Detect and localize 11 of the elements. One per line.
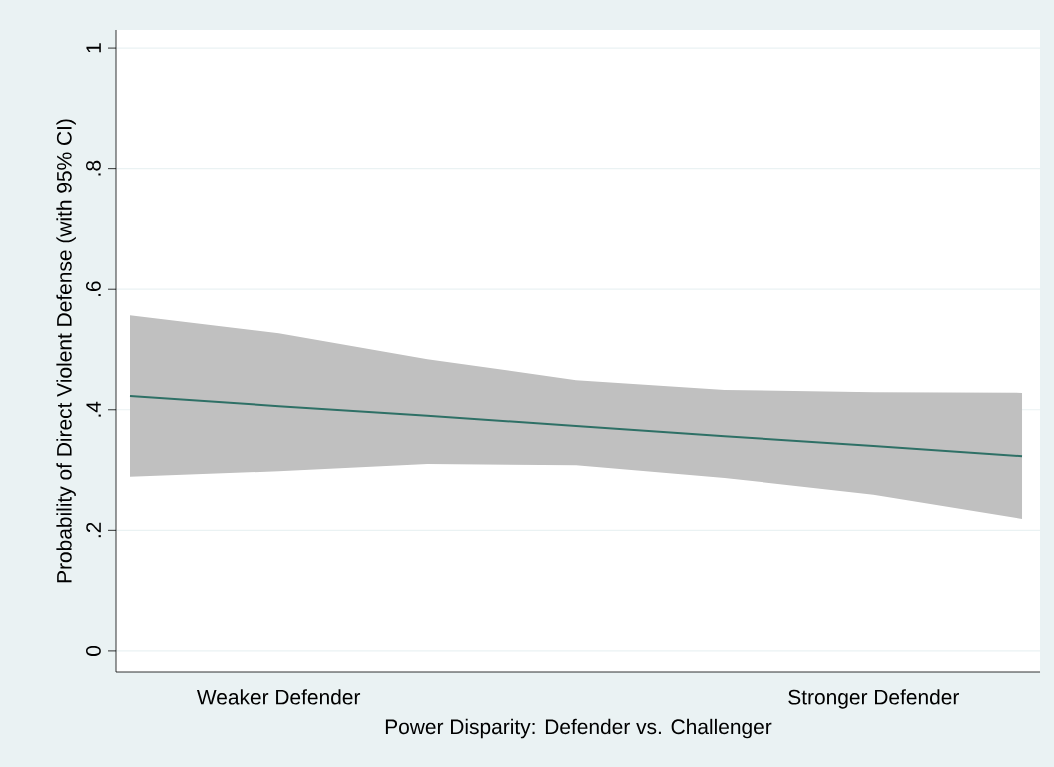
line-series <box>129 394 1024 458</box>
y-axis-title: Probability of Direct Violent Defense (with 95% CI) <box>56 119 76 583</box>
x-tick-label: Stronger Defender <box>788 689 960 709</box>
x-axis-title: Power Disparity: Defender vs. Challenger <box>385 718 772 739</box>
y-tick-label: .6 <box>86 281 101 297</box>
y-tick-label: 0 <box>86 645 101 656</box>
y-tick-label: .8 <box>86 160 101 176</box>
y-tick-label: .4 <box>86 401 101 417</box>
y-tick-label: 1 <box>86 43 101 53</box>
y-tick-label: .2 <box>86 522 101 538</box>
x-tick-label: Weaker Defender <box>196 689 361 705</box>
